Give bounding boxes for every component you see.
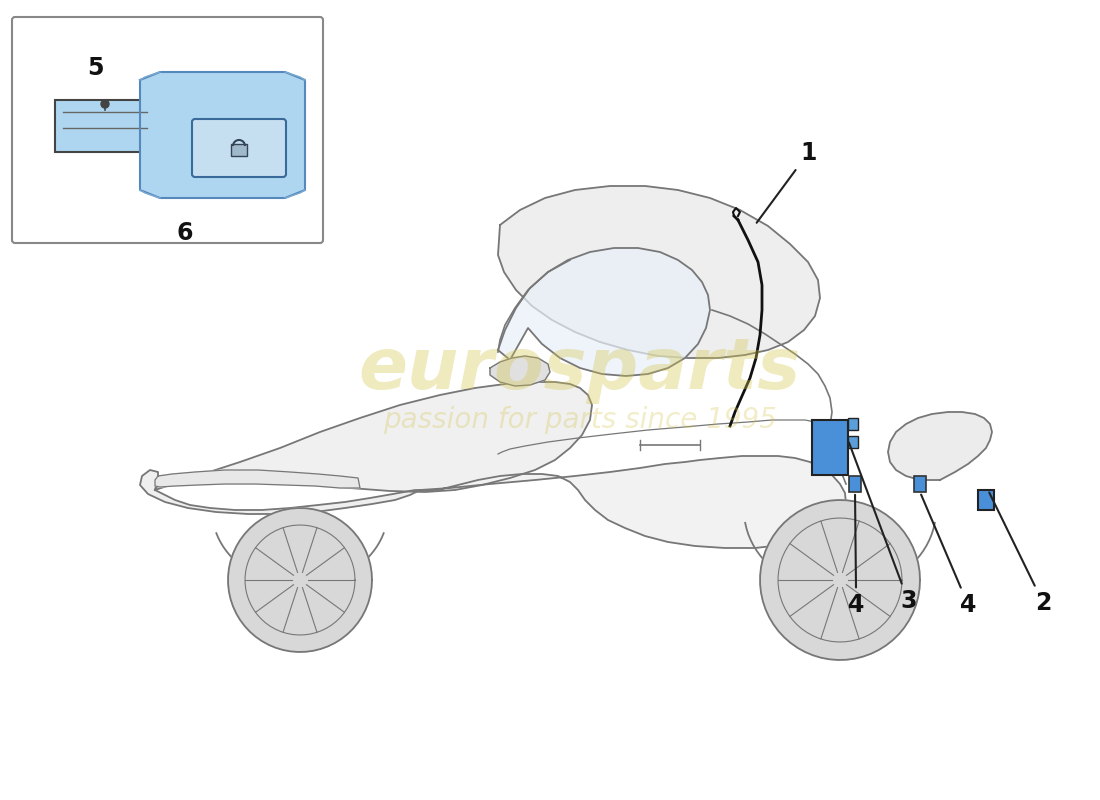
- Text: passion for parts since 1995: passion for parts since 1995: [383, 406, 777, 434]
- Polygon shape: [760, 500, 920, 660]
- Polygon shape: [888, 412, 992, 480]
- Text: 4: 4: [848, 494, 865, 617]
- FancyBboxPatch shape: [12, 17, 323, 243]
- Polygon shape: [155, 470, 360, 488]
- Circle shape: [101, 100, 109, 108]
- Polygon shape: [155, 382, 592, 492]
- Text: 3: 3: [849, 442, 916, 613]
- FancyBboxPatch shape: [849, 476, 861, 492]
- FancyBboxPatch shape: [192, 119, 286, 177]
- FancyBboxPatch shape: [812, 420, 848, 475]
- Polygon shape: [498, 248, 710, 376]
- Text: 6: 6: [177, 221, 194, 245]
- Polygon shape: [490, 356, 550, 386]
- Bar: [231, 144, 248, 156]
- FancyBboxPatch shape: [55, 100, 155, 152]
- Polygon shape: [140, 470, 420, 514]
- Polygon shape: [420, 456, 846, 548]
- Text: 5: 5: [87, 56, 103, 80]
- Text: 4: 4: [921, 494, 977, 617]
- FancyBboxPatch shape: [848, 436, 858, 448]
- FancyBboxPatch shape: [978, 490, 994, 510]
- Polygon shape: [228, 508, 372, 652]
- FancyBboxPatch shape: [848, 418, 858, 430]
- Text: 1: 1: [757, 141, 816, 222]
- Polygon shape: [140, 72, 305, 198]
- Text: eurosparts: eurosparts: [359, 335, 801, 405]
- FancyBboxPatch shape: [914, 476, 926, 492]
- Polygon shape: [498, 186, 820, 358]
- Text: 2: 2: [989, 493, 1052, 615]
